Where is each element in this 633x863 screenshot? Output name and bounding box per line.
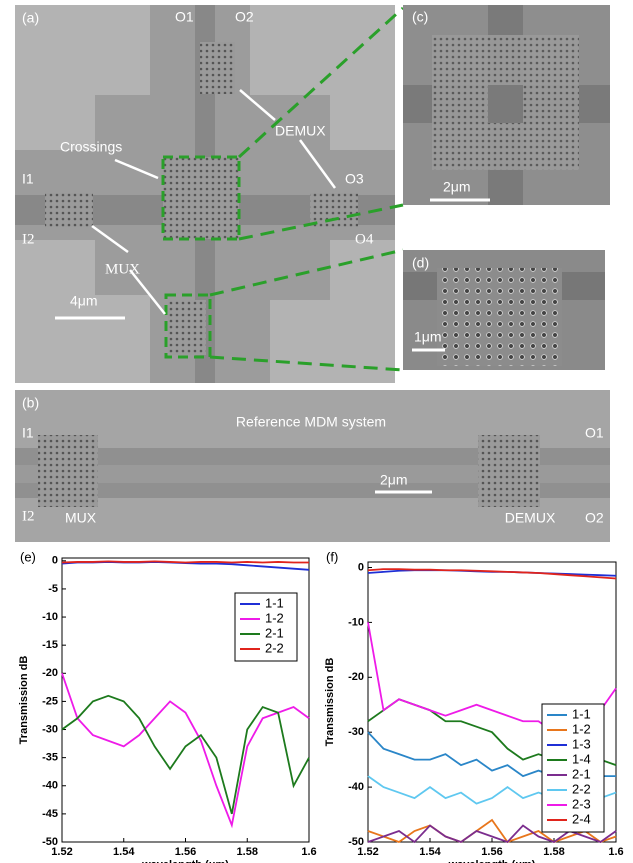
y-tick-label: -25 <box>42 695 58 707</box>
scale-bar-label: 2μm <box>443 179 471 195</box>
port-label: I1 <box>22 425 34 441</box>
legend-label: 2-4 <box>572 811 591 826</box>
y-tick-label: -5 <box>48 583 58 595</box>
legend-label: 2-3 <box>572 796 591 811</box>
panel-label: (f) <box>326 549 338 564</box>
x-tick-label: 1.6 <box>301 846 316 858</box>
x-tick-label: 1.54 <box>113 846 135 858</box>
y-tick-label: -10 <box>348 616 364 628</box>
x-tick-label: 1.56 <box>481 846 502 858</box>
panel-label: (e) <box>20 549 36 564</box>
panel-label: (d) <box>412 255 429 271</box>
port-label: O1 <box>585 425 604 441</box>
sem-panel-a <box>15 5 395 383</box>
y-tick-label: 0 <box>358 561 364 573</box>
x-tick-label: 1.52 <box>357 846 378 858</box>
port-label: O4 <box>355 231 374 247</box>
x-tick-label: 1.52 <box>51 846 72 858</box>
legend-label: 1-1 <box>265 595 284 610</box>
annotation: Crossings <box>60 139 122 155</box>
x-axis-label: wavelength (μm) <box>141 859 229 863</box>
y-tick-label: -30 <box>42 723 58 735</box>
y-tick-label: -10 <box>42 611 58 623</box>
x-tick-label: 1.58 <box>237 846 258 858</box>
legend-label: 1-4 <box>572 751 591 766</box>
port-label: I2 <box>22 231 35 247</box>
panel-label: (c) <box>412 9 428 25</box>
port-label: I2 <box>22 508 35 524</box>
port-label: O2 <box>585 510 604 526</box>
legend-label: 2-2 <box>572 781 591 796</box>
legend-label: 1-2 <box>572 721 591 736</box>
legend-label: 1-3 <box>572 736 591 751</box>
y-tick-label: -40 <box>42 780 58 792</box>
annotation: DEMUX <box>505 510 556 526</box>
y-tick-label: -35 <box>42 752 58 764</box>
port-label: O1 <box>175 9 194 25</box>
y-tick-label: -15 <box>42 639 58 651</box>
x-tick-label: 1.56 <box>175 846 196 858</box>
scale-bar-label: 1μm <box>414 329 442 345</box>
legend-label: 1-2 <box>265 610 284 625</box>
scale-bar-label: 2μm <box>380 472 408 488</box>
port-label: I1 <box>22 171 34 187</box>
panel-title: Reference MDM system <box>236 414 386 430</box>
figure: (a) O1 O2 DEMUX Crossings I1 I2 O3 O4 MU… <box>0 0 633 863</box>
y-tick-label: -30 <box>348 726 364 738</box>
legend-label: 2-1 <box>572 766 591 781</box>
scale-bar-label: 4μm <box>70 293 98 309</box>
legend-label: 2-1 <box>265 625 284 640</box>
sem-panel-d <box>403 250 605 370</box>
y-tick-label: 0 <box>52 555 58 567</box>
port-label: O2 <box>235 9 254 25</box>
x-axis-label: wavelength (μm) <box>448 859 536 863</box>
y-tick-label: -20 <box>42 667 58 679</box>
y-axis-label: Transmission dB <box>324 658 336 747</box>
annotation: MUX <box>105 261 140 277</box>
annotation: DEMUX <box>275 123 326 139</box>
y-tick-label: -20 <box>348 671 364 683</box>
x-tick-label: 1.58 <box>543 846 564 858</box>
x-tick-label: 1.54 <box>419 846 441 858</box>
x-tick-label: 1.6 <box>608 846 623 858</box>
panel-label: (b) <box>22 395 39 411</box>
y-axis-label: Transmission dB <box>18 656 30 745</box>
port-label: O3 <box>345 171 364 187</box>
legend-label: 1-1 <box>572 706 591 721</box>
y-tick-label: -40 <box>348 781 364 793</box>
y-tick-label: -45 <box>42 808 58 820</box>
sem-panel-c <box>403 5 610 205</box>
annotation: MUX <box>65 510 97 526</box>
panel-label: (a) <box>22 10 39 26</box>
legend-label: 2-2 <box>265 640 284 655</box>
